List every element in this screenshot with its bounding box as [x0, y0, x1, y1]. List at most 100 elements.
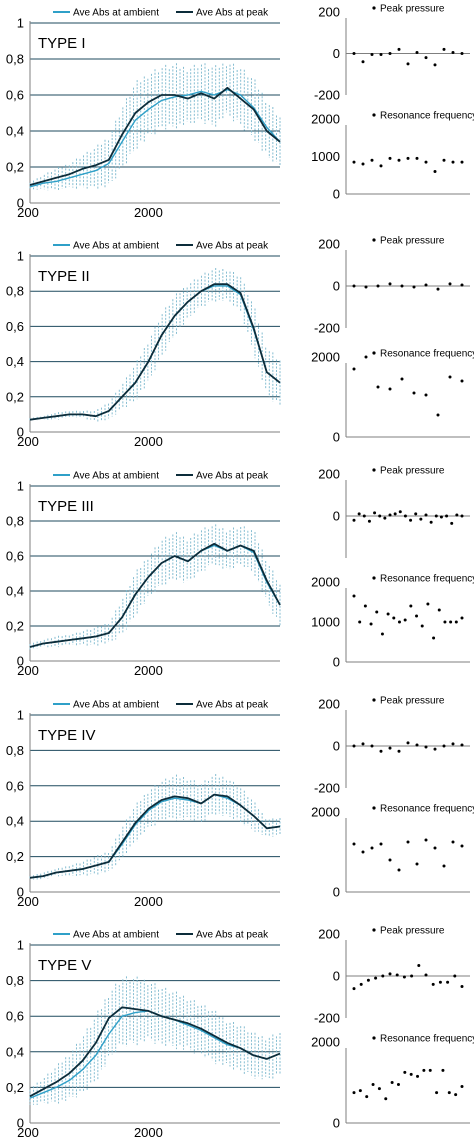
- title-bullet: [372, 113, 376, 117]
- data-point: [358, 1089, 362, 1093]
- data-point: [451, 50, 455, 54]
- y-tick-label: 0,8: [6, 743, 24, 758]
- data-point: [352, 160, 356, 164]
- data-point: [397, 868, 401, 872]
- line-chart-1: Ave Abs at ambient Ave Abs at peak 0 0,2 0,4…: [6, 8, 281, 220]
- data-point: [397, 47, 401, 51]
- y-tick-label: 1: [17, 938, 24, 953]
- title-bullet: [372, 698, 376, 702]
- data-point: [358, 620, 362, 624]
- y-tick-label: 0: [17, 1116, 24, 1131]
- y-tick-label: 1: [17, 16, 24, 31]
- type-label: TYPE III: [38, 498, 94, 515]
- data-point: [448, 282, 452, 286]
- y-tick-label: 0,6: [6, 88, 24, 103]
- y-tick-label: 2000: [311, 575, 340, 590]
- x-tick-label: 200: [17, 434, 39, 449]
- data-point: [424, 283, 428, 287]
- title-bullet: [372, 806, 376, 810]
- data-point: [380, 632, 384, 636]
- panel-title: Resonance frequency: [380, 1034, 474, 1045]
- legend-label-peak: Ave Abs at peak: [196, 241, 269, 252]
- series-line-ambient: [29, 88, 281, 188]
- data-point: [445, 514, 449, 518]
- data-point: [454, 1093, 458, 1097]
- data-point: [415, 156, 419, 160]
- y-tick-label: 200: [318, 237, 340, 252]
- data-point: [438, 980, 442, 984]
- y-tick-label: 1000: [311, 615, 340, 630]
- panel-title: Peak pressure: [380, 466, 445, 477]
- data-point: [442, 864, 446, 868]
- data-point: [441, 1068, 445, 1072]
- data-point: [406, 741, 410, 745]
- data-point: [454, 620, 458, 624]
- peak-pressure-panel-1: Peak pressure -200 0 200: [314, 4, 470, 103]
- legend-label-ambient: Ave Abs at ambient: [73, 241, 159, 252]
- data-point: [388, 52, 392, 55]
- data-point: [390, 1081, 394, 1084]
- resonance-frequency-panel-2: Resonance frequency 0 2000: [311, 349, 474, 445]
- x-tick-label: 2000: [134, 1125, 163, 1138]
- type-label: TYPE V: [38, 957, 91, 974]
- resonance-frequency-panel-3: Resonance frequency 0 1000 2000: [311, 574, 474, 670]
- y-tick-label: 1: [17, 479, 24, 494]
- data-point: [357, 512, 361, 516]
- data-point: [362, 514, 366, 518]
- data-point: [442, 744, 446, 748]
- legend-label-peak: Ave Abs at peak: [196, 930, 269, 941]
- legend-label-ambient: Ave Abs at ambient: [73, 471, 159, 482]
- y-tick-label: 200: [318, 697, 340, 712]
- data-point: [352, 284, 356, 288]
- data-point: [433, 846, 437, 850]
- data-point: [409, 604, 413, 608]
- y-tick-label: 0: [333, 279, 340, 294]
- series-line-peak: [29, 283, 281, 421]
- data-point: [379, 164, 383, 168]
- panel-title: Resonance frequency: [380, 349, 474, 360]
- y-tick-label: 0,2: [6, 849, 24, 864]
- data-point: [460, 743, 464, 747]
- y-tick-label: 2000: [311, 112, 340, 127]
- data-point: [406, 62, 410, 66]
- data-point: [460, 616, 464, 620]
- data-point: [455, 513, 459, 517]
- data-point: [365, 1095, 369, 1099]
- data-point: [442, 158, 446, 162]
- panel-title: Resonance frequency: [380, 574, 474, 585]
- title-bullet: [372, 1036, 376, 1040]
- data-point: [352, 1091, 356, 1095]
- data-point: [371, 1083, 375, 1087]
- title-bullet: [372, 6, 376, 10]
- data-point: [352, 367, 356, 371]
- y-tick-label: 0,8: [6, 514, 24, 529]
- resonance-frequency-panel-4: Resonance frequency 0 2000: [311, 804, 474, 900]
- data-point: [361, 742, 365, 746]
- y-tick-label: 0,6: [6, 1009, 24, 1024]
- data-point: [370, 158, 374, 162]
- legend-label-peak: Ave Abs at peak: [196, 8, 269, 19]
- peak-pressure-panel-4: Peak pressure -200 0 200: [314, 696, 470, 796]
- y-tick-label: 0: [17, 425, 24, 440]
- data-point: [453, 974, 457, 978]
- data-point: [377, 1087, 381, 1091]
- line-chart-4: Ave Abs at ambient Ave Abs at peak 0 0,2 0,4…: [6, 700, 281, 909]
- data-point: [376, 385, 380, 389]
- y-tick-label: 200: [318, 927, 340, 942]
- data-point: [442, 47, 446, 51]
- y-tick-label: 0,4: [6, 354, 24, 369]
- y-tick-label: 2000: [311, 805, 340, 820]
- data-point: [434, 514, 438, 518]
- y-tick-label: 0,4: [6, 814, 24, 829]
- y-tick-label: 1: [17, 249, 24, 264]
- data-point: [415, 743, 419, 747]
- data-point: [415, 614, 419, 618]
- data-point: [381, 974, 385, 978]
- y-tick-label: 0,2: [6, 389, 24, 404]
- type-label: TYPE II: [38, 268, 90, 285]
- y-tick-label: 0: [333, 739, 340, 754]
- data-point: [460, 844, 464, 848]
- data-point: [433, 747, 437, 751]
- data-point: [424, 513, 428, 517]
- data-point: [388, 387, 392, 391]
